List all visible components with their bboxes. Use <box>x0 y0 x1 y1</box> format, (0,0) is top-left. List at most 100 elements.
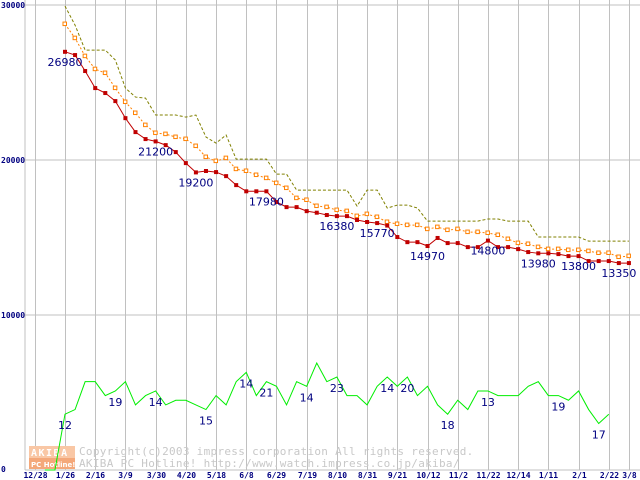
avg_price-point <box>445 227 450 233</box>
site-url-text: AKIBA PC Hotline! http://www.watch.impre… <box>79 457 460 470</box>
x-tick-label: 3/30 <box>147 471 166 480</box>
count-data-label: 10 <box>612 0 626 3</box>
avg_price-point <box>596 250 601 255</box>
avg_price-point <box>354 213 360 219</box>
min_price-point <box>93 86 98 91</box>
x-tick-label: 1/26 <box>56 471 75 480</box>
x-tick-label: 7/19 <box>298 471 317 480</box>
min_price-point <box>274 200 279 205</box>
avg_price-point <box>253 172 259 178</box>
count-data-label: 19 <box>551 401 565 414</box>
avg_price-point <box>545 246 551 252</box>
count-data-label: 15 <box>199 415 213 428</box>
x-tick-label: 11/22 <box>476 471 500 480</box>
min_price-point <box>133 130 138 135</box>
min_price-point <box>536 251 541 256</box>
min_price-point <box>586 259 591 264</box>
count-data-label: 20 <box>400 382 414 395</box>
avg_price-point <box>72 35 78 41</box>
avg_price-point <box>203 154 208 160</box>
min_price-point <box>365 220 370 224</box>
min_price-point <box>73 53 78 58</box>
avg_price-point <box>324 204 329 210</box>
price-data-label: 14970 <box>410 250 445 263</box>
x-tick-label: 9/21 <box>388 471 407 480</box>
avg_price-point <box>414 222 420 228</box>
price-data-label: 16380 <box>319 220 354 233</box>
count-data-label: 23 <box>330 382 344 395</box>
avg_price-point <box>213 158 219 164</box>
min_price-point <box>506 245 511 250</box>
min_price-point <box>203 169 208 174</box>
avg_price-point <box>223 155 229 161</box>
y-tick-label: 10000 <box>1 311 25 320</box>
avg_price-point <box>122 99 128 105</box>
y-tick-label: 30000 <box>1 1 25 10</box>
avg_price-point <box>465 229 470 235</box>
min_price-point <box>314 210 319 215</box>
min_price-point <box>63 49 67 54</box>
avg_price-point <box>505 236 511 242</box>
avg_price-point <box>173 134 178 140</box>
akiba-logo-subtext: PC Hotline! <box>31 461 75 469</box>
y-tick-label: 20000 <box>1 156 25 165</box>
min_price-point <box>324 213 329 218</box>
x-tick-label: 3/9 <box>118 471 133 480</box>
avg_price-point <box>273 180 279 186</box>
avg_price-point <box>435 224 440 230</box>
avg_price-point <box>193 143 198 149</box>
data-labels: 26980 21200 19200 17980 16380 15770 14970 14800… <box>48 0 637 442</box>
min_price-point <box>375 221 380 226</box>
min_price-point <box>113 99 118 104</box>
avg_price-point <box>364 211 370 217</box>
min_price-point <box>355 217 360 222</box>
count-data-label: 14 <box>149 396 163 409</box>
copyright-text: Copyright(c)2003 impress corporation All… <box>79 445 474 458</box>
count-data-label: 17 <box>592 429 606 442</box>
price-data-label: 14800 <box>470 245 505 258</box>
avg_price-point <box>566 247 571 253</box>
max_price-line <box>64 5 629 242</box>
x-tick-label: 2/16 <box>86 471 105 480</box>
count-data-label: 13 <box>481 396 495 409</box>
x-tick-label: 10/12 <box>416 471 440 480</box>
min_price-point <box>344 214 349 219</box>
min_price-point <box>173 150 178 155</box>
min_price-point <box>556 252 561 257</box>
count-data-label: 14 <box>380 382 394 395</box>
price-data-label: 13800 <box>561 260 596 273</box>
avg_price-point <box>102 70 108 76</box>
min_price-point <box>234 183 239 188</box>
min_price-point <box>445 241 450 246</box>
akiba-logo-top <box>29 446 75 458</box>
min_price-point <box>254 189 259 194</box>
grid <box>24 0 640 471</box>
count-data-label: 21 <box>259 387 273 400</box>
min_price-point <box>626 261 631 266</box>
avg_price-point <box>153 130 158 136</box>
avg_price-point <box>485 230 490 236</box>
min_price-point <box>616 261 621 266</box>
series-layer <box>44 5 631 471</box>
price-data-label: 17980 <box>249 195 284 208</box>
count-data-label: 19 <box>108 396 122 409</box>
avg_price-point <box>92 66 98 72</box>
min_price-point <box>415 240 420 245</box>
min_price-point <box>294 205 299 210</box>
avg_price-point <box>334 207 339 213</box>
x-tick-label: 8/10 <box>328 471 347 480</box>
x-tick-label: 6/8 <box>239 471 254 480</box>
min_price-point <box>123 116 128 121</box>
avg_price-point <box>616 254 621 260</box>
x-tick-label: 5/18 <box>207 471 226 480</box>
avg_price-point <box>374 214 380 220</box>
min_price-point <box>385 223 390 228</box>
watermark: AKIBA PC Hotline! Copyright(c)2003 impre… <box>29 445 474 470</box>
min_price-point <box>83 69 88 74</box>
x-tick-label: 1/11 <box>539 471 558 480</box>
min_price-point <box>163 143 168 148</box>
min_price-point <box>304 209 309 214</box>
avg_price-point <box>183 136 188 142</box>
avg_price-point <box>132 110 138 116</box>
